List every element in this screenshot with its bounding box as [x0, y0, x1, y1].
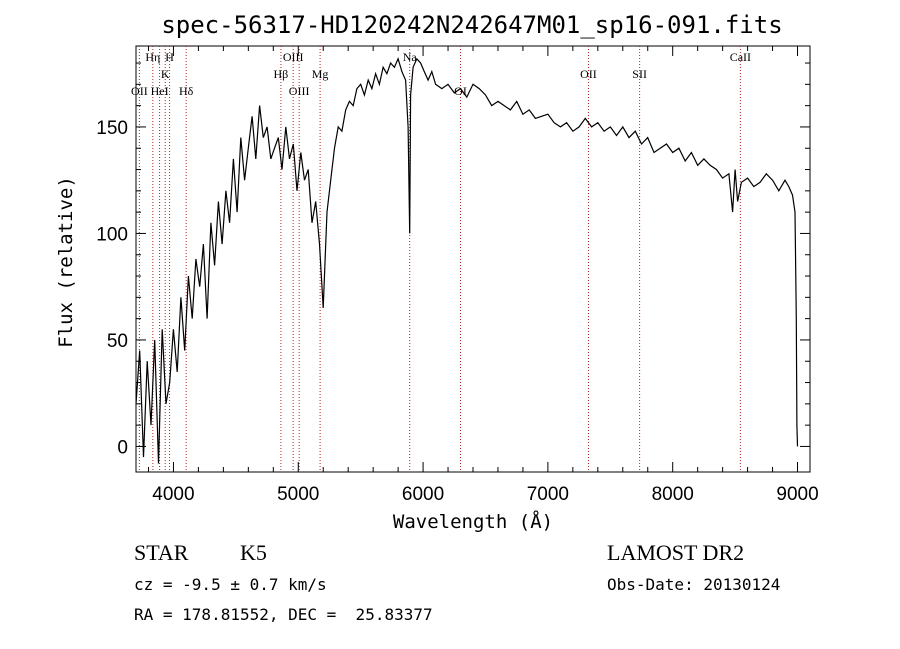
- x-tick-label: 7000: [527, 484, 569, 505]
- x-tick-label: 5000: [277, 484, 319, 505]
- line-label: HeI: [151, 84, 169, 98]
- line-label: Hβ: [274, 67, 289, 81]
- line-label: OII: [580, 67, 597, 81]
- x-tick-label: 9000: [776, 484, 818, 505]
- line-label: K: [161, 67, 170, 81]
- coordinates: RA = 178.81552, DEC = 25.83377: [134, 605, 433, 624]
- line-label: SII: [632, 67, 647, 81]
- y-axis-label: Flux (relative): [55, 176, 77, 348]
- line-label: OIII: [283, 50, 304, 64]
- line-label: OII: [131, 84, 148, 98]
- obs-date: Obs-Date: 20130124: [607, 575, 781, 594]
- line-label: Hη: [145, 50, 160, 64]
- y-tick-label: 150: [96, 118, 128, 139]
- x-tick-label: 8000: [652, 484, 694, 505]
- y-tick-label: 0: [117, 437, 128, 458]
- line-label: OI: [454, 84, 467, 98]
- object-class: STAR: [134, 540, 189, 565]
- line-label: Hδ: [179, 84, 194, 98]
- survey-name: LAMOST DR2: [607, 540, 745, 565]
- x-tick-label: 6000: [402, 484, 444, 505]
- line-label: Na: [403, 50, 418, 64]
- axis-ticks: 4000 5000 6000 7000 8000 9000 0 50 100 150: [96, 46, 819, 505]
- x-axis-label: Wavelength (Å): [393, 510, 553, 533]
- redshift-info: cz = -9.5 ± 0.7 km/s: [134, 575, 327, 594]
- line-label: CaII: [730, 50, 751, 64]
- spectrum-series: [135, 57, 799, 464]
- plot-frame: [135, 45, 811, 473]
- y-tick-label: 100: [96, 224, 128, 245]
- object-subclass: K5: [240, 540, 267, 565]
- x-tick-label: 4000: [152, 484, 194, 505]
- line-label: H: [165, 50, 174, 64]
- line-label: OIII: [289, 84, 310, 98]
- line-label: Mg: [312, 67, 329, 81]
- chart-title: spec-56317-HD120242N242647M01_sp16-091.f…: [161, 11, 782, 39]
- spectrum-line: [135, 57, 799, 464]
- y-tick-label: 50: [107, 331, 128, 352]
